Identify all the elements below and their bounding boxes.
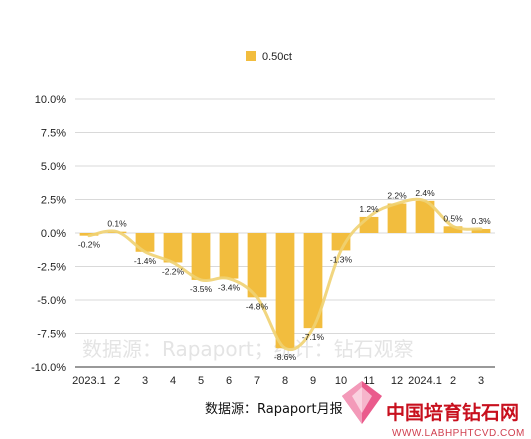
data-label: 0.5% <box>443 213 463 223</box>
bar <box>443 226 463 233</box>
x-tick-label: 4 <box>170 375 176 387</box>
bars <box>79 200 491 349</box>
data-label: 0.3% <box>471 216 491 226</box>
y-tick-label: 2.5% <box>41 195 66 207</box>
data-label: -0.2% <box>78 240 101 250</box>
x-axis-labels: 2023.1 2 3 4 5 6 7 8 9 10 11 12 2024.1 2 3 <box>72 375 484 387</box>
data-label: 2.2% <box>387 191 407 201</box>
logo-name: 中国培育钻石网 <box>386 401 519 424</box>
x-tick-label: 10 <box>335 375 347 387</box>
source-note: 数据源：Rapaport月报 <box>205 402 343 417</box>
data-label: -4.8% <box>246 301 269 311</box>
diamond-icon <box>342 381 382 424</box>
x-tick-label: 2 <box>450 375 456 387</box>
y-tick-label: 10.0% <box>35 94 66 106</box>
bar <box>247 233 267 298</box>
x-tick-label: 12 <box>391 375 403 387</box>
y-tick-label: 7.5% <box>41 128 66 140</box>
bar <box>331 233 351 251</box>
data-label: -8.6% <box>274 352 297 362</box>
bar <box>303 233 323 329</box>
bar <box>163 233 183 263</box>
data-label: -7.1% <box>302 332 325 342</box>
bar <box>359 216 379 233</box>
data-label: -1.4% <box>134 256 157 266</box>
x-tick-label: 2024.1 <box>408 375 442 387</box>
x-tick-label: 7 <box>254 375 260 387</box>
bar <box>191 233 211 280</box>
y-tick-label: -10.0% <box>31 362 66 374</box>
y-tick-label: -2.5% <box>37 262 66 274</box>
bar <box>471 228 491 233</box>
trend-line <box>87 197 483 352</box>
data-label: 0.1% <box>107 219 127 229</box>
x-tick-label: 11 <box>363 375 374 387</box>
y-tick-label: -7.5% <box>37 329 66 341</box>
x-tick-label: 8 <box>282 375 288 387</box>
bar <box>387 203 407 233</box>
legend-label: 0.50ct <box>262 51 292 63</box>
y-tick-label: -5.0% <box>37 295 66 307</box>
y-tick-label: 0.0% <box>41 228 66 240</box>
logo-url: WWW.LABHPHTCVD.COM <box>392 428 525 439</box>
data-label: -3.4% <box>218 283 241 293</box>
bar <box>415 200 435 233</box>
x-tick-label: 2 <box>114 375 120 387</box>
data-label: -2.2% <box>162 266 185 276</box>
data-label: -3.5% <box>190 284 213 294</box>
data-label: 1.2% <box>359 204 379 214</box>
watermark-text: 数据源：Rapaport；统计：钻石观察 <box>82 337 414 361</box>
legend[interactable]: 0.50ct <box>246 51 292 63</box>
data-label: -1.3% <box>330 254 353 264</box>
x-tick-label: 3 <box>478 375 484 387</box>
x-tick-label: 5 <box>198 375 204 387</box>
bar <box>219 233 239 279</box>
y-axis-labels: 10.0% 7.5% 5.0% 2.5% 0.0% -2.5% -5.0% -7.5% -10.… <box>31 94 66 374</box>
bar <box>275 233 295 349</box>
legend-swatch <box>246 51 256 61</box>
x-tick-label: 3 <box>142 375 148 387</box>
x-tick-label: 6 <box>226 375 232 387</box>
y-tick-label: 5.0% <box>41 161 66 173</box>
x-tick-label: 2023.1 <box>72 375 106 387</box>
logo: 中国培育钻石网 WWW.LABHPHTCVD.COM <box>342 381 525 439</box>
data-labels: -0.2%0.1%-1.4%-2.2%-3.5% -3.4%-4.8%-8.6%-… <box>78 188 491 362</box>
x-tick-label: 9 <box>310 375 316 387</box>
data-label: 2.4% <box>415 188 435 198</box>
